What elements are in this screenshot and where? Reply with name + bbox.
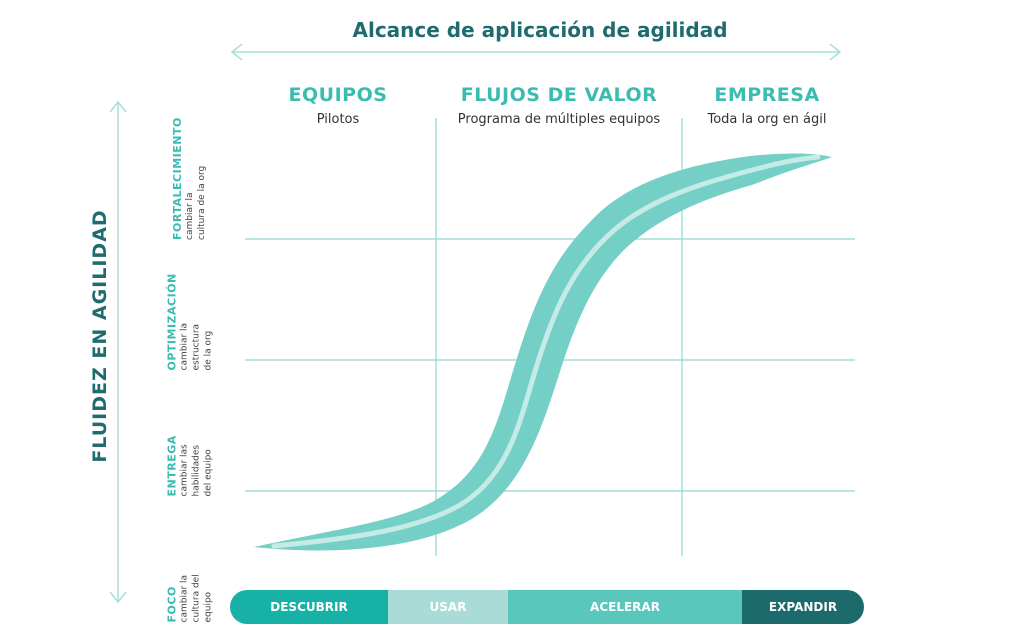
level-desc-line: cambiar la — [179, 574, 190, 623]
column-sub-flujos: Programa de múltiples equipos — [457, 112, 661, 127]
stage-descubrir: DESCUBRIR — [230, 590, 388, 624]
column-header-equipos: EQUIPOS — [288, 84, 388, 106]
column-sub-empresa: Toda la org en ágil — [707, 112, 827, 127]
column-header-empresa: EMPRESA — [714, 84, 820, 106]
s-curve-highlight — [271, 154, 821, 549]
stage-acelerar: ACELERAR — [508, 590, 742, 624]
y-axis-title: FLUIDEZ EN AGILIDAD — [89, 209, 111, 463]
level-name: FOCO — [165, 586, 179, 623]
level-desc-line: cultura del — [191, 574, 202, 623]
level-desc-line: equipo — [203, 591, 214, 623]
double-arrow-horizontal-icon — [230, 43, 842, 61]
column-sub-equipos: Pilotos — [316, 112, 360, 127]
diagram-title: Alcance de aplicación de agilidad — [352, 18, 728, 42]
double-arrow-vertical-icon — [109, 100, 127, 604]
stage-usar: USAR — [388, 590, 508, 624]
column-header-flujos: FLUJOS DE VALOR — [460, 84, 658, 106]
level-foco: FOCO cambiar la cultura del equipo — [165, 463, 215, 623]
stage-expandir: EXPANDIR — [742, 590, 864, 624]
